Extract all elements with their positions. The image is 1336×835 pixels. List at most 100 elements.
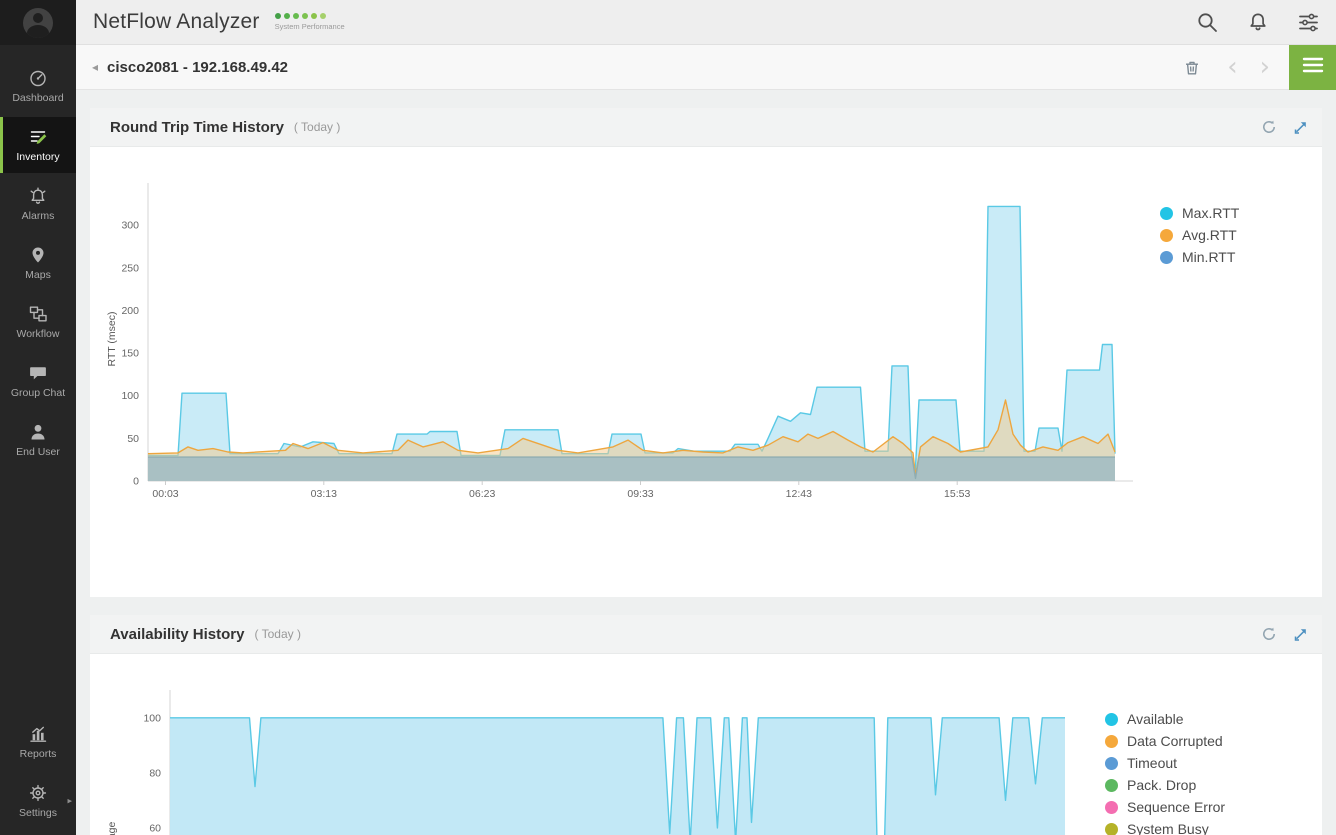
- legend-item[interactable]: Avg.RTT: [1160, 224, 1239, 246]
- sidebar-item-label: Workflow: [16, 328, 60, 340]
- sidebar-item-label: Reports: [19, 748, 57, 760]
- logo-dot: [301, 13, 308, 19]
- legend-dot: [1105, 756, 1118, 770]
- inventory-icon: [28, 127, 48, 147]
- svg-text:100: 100: [121, 390, 139, 402]
- legend-label: Min.RTT: [1182, 249, 1236, 265]
- svg-text:0: 0: [133, 476, 139, 488]
- dashboard-icon: [28, 68, 48, 88]
- legend-label: Pack. Drop: [1127, 777, 1197, 793]
- svg-text:00:03: 00:03: [152, 488, 178, 500]
- settings-flyout-arrow-icon: ▸: [67, 795, 72, 806]
- legend-label: Avg.RTT: [1182, 227, 1237, 243]
- legend-dot: [1160, 250, 1173, 264]
- notifications-bell-icon[interactable]: [1247, 11, 1269, 33]
- back-chevron-icon[interactable]: ◂: [92, 60, 99, 74]
- expand-icon[interactable]: [1293, 120, 1308, 135]
- availability-panel-actions: [1261, 626, 1308, 642]
- legend-dot: [1160, 228, 1173, 242]
- rtt-panel-title: Round Trip Time History: [110, 118, 284, 136]
- legend-label: Max.RTT: [1182, 205, 1240, 221]
- sidebar-item-reports[interactable]: Reports: [0, 714, 76, 770]
- availability-chart-area: 100 80 60 Percentage Available Data Corrupte…: [90, 654, 1322, 835]
- sidebar-item-group-chat[interactable]: Group Chat: [0, 353, 76, 409]
- alarms-icon: [28, 186, 48, 206]
- search-icon[interactable]: [1196, 11, 1219, 34]
- reports-icon: [28, 724, 48, 744]
- main-content: Round Trip Time History ( Today ) 0 50 100…: [76, 90, 1336, 835]
- device-subheader: ◂ cisco2081 - 192.168.49.42 ‹ ›: [76, 44, 1336, 90]
- filter-sliders-icon[interactable]: [1297, 11, 1320, 34]
- svg-text:12:43: 12:43: [786, 488, 812, 500]
- sidebar-item-label: Group Chat: [10, 387, 66, 399]
- legend-item[interactable]: Max.RTT: [1160, 202, 1239, 224]
- trash-icon[interactable]: [1182, 57, 1202, 77]
- panel-menu-button[interactable]: [1289, 44, 1336, 90]
- rtt-chart: 0 50 100 150 200 250 300 00:03 03:13 06:23 09:33 12…: [106, 183, 1133, 500]
- rtt-panel-period: ( Today ): [293, 120, 341, 134]
- availability-panel-header: Availability History ( Today ): [90, 615, 1322, 654]
- svg-text:250: 250: [121, 262, 139, 274]
- svg-text:100: 100: [143, 712, 161, 724]
- sidebar-item-end-user[interactable]: End User: [0, 412, 76, 468]
- svg-text:200: 200: [121, 305, 139, 317]
- sidebar-item-dashboard[interactable]: Dashboard: [0, 58, 76, 114]
- svg-text:RTT (msec): RTT (msec): [106, 311, 118, 366]
- sidebar-item-inventory[interactable]: Inventory: [0, 117, 76, 173]
- legend-label: Timeout: [1127, 755, 1178, 771]
- user-avatar-wrap[interactable]: [0, 0, 76, 45]
- pager-prev-icon[interactable]: ‹: [1227, 51, 1238, 82]
- legend-dot: [1105, 712, 1118, 726]
- rtt-chart-area: 0 50 100 150 200 250 300 00:03 03:13 06:23 09:33 12…: [90, 147, 1322, 597]
- workflow-icon: [28, 304, 48, 324]
- sidebar-item-alarms[interactable]: Alarms: [0, 176, 76, 232]
- sidebar: Dashboard Inventory Alarms Maps Workflow: [0, 0, 76, 835]
- group-chat-icon: [28, 363, 48, 383]
- legend-item[interactable]: Available: [1105, 708, 1225, 730]
- app-title: NetFlow Analyzer: [93, 10, 260, 33]
- svg-text:03:13: 03:13: [311, 488, 337, 500]
- refresh-icon[interactable]: [1261, 119, 1277, 135]
- subheader-actions: ‹ ›: [1182, 44, 1336, 90]
- topbar-icons: [1196, 11, 1320, 34]
- legend-item[interactable]: Sequence Error: [1105, 796, 1225, 818]
- svg-text:06:23: 06:23: [469, 488, 495, 500]
- legend-dot: [1105, 734, 1118, 748]
- svg-text:150: 150: [121, 348, 139, 360]
- pager-next-icon[interactable]: ›: [1259, 51, 1270, 82]
- legend-item[interactable]: System Busy: [1105, 818, 1225, 835]
- sidebar-item-label: Dashboard: [12, 92, 64, 104]
- svg-text:80: 80: [149, 767, 161, 779]
- rtt-panel-header: Round Trip Time History ( Today ): [90, 108, 1322, 147]
- legend-item[interactable]: Pack. Drop: [1105, 774, 1225, 796]
- legend-item[interactable]: Timeout: [1105, 752, 1225, 774]
- sidebar-nav-top: Dashboard Inventory Alarms Maps Workflow: [0, 58, 76, 471]
- sidebar-item-workflow[interactable]: Workflow: [0, 294, 76, 350]
- panel-rtt-history: Round Trip Time History ( Today ) 0 50 100…: [90, 108, 1322, 597]
- user-avatar: [23, 7, 53, 38]
- sidebar-nav-bottom: Reports Settings ▸: [0, 714, 76, 835]
- sidebar-item-settings[interactable]: Settings ▸: [0, 773, 76, 829]
- sidebar-item-maps[interactable]: Maps: [0, 235, 76, 291]
- availability-chart: 100 80 60 Percentage: [106, 690, 1065, 835]
- logo-dots: [274, 13, 345, 19]
- end-user-icon: [28, 422, 48, 442]
- maps-icon: [28, 245, 48, 265]
- legend-dot: [1160, 206, 1173, 220]
- sidebar-item-label: End User: [16, 446, 60, 458]
- svg-text:60: 60: [149, 822, 161, 834]
- legend-item[interactable]: Data Corrupted: [1105, 730, 1225, 752]
- logo-dot: [274, 13, 281, 19]
- refresh-icon[interactable]: [1261, 626, 1277, 642]
- legend-dot: [1105, 778, 1118, 792]
- svg-text:09:33: 09:33: [627, 488, 653, 500]
- expand-icon[interactable]: [1293, 627, 1308, 642]
- legend-item[interactable]: Min.RTT: [1160, 246, 1239, 268]
- topbar: NetFlow Analyzer System Performance: [76, 0, 1336, 45]
- product-logo: System Performance: [274, 13, 345, 31]
- sidebar-item-label: Inventory: [16, 151, 60, 163]
- logo-dot: [319, 13, 326, 19]
- sidebar-item-label: Maps: [25, 269, 51, 281]
- legend-label: Available: [1127, 711, 1184, 727]
- logo-caption: System Performance: [274, 22, 345, 31]
